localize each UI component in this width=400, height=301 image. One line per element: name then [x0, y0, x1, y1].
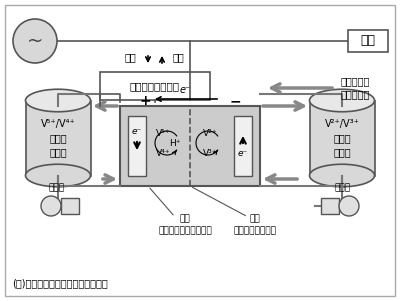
FancyBboxPatch shape [310, 101, 374, 175]
Text: e⁻: e⁻ [180, 85, 190, 95]
Text: H⁺: H⁺ [169, 138, 181, 147]
Text: −: − [229, 94, 241, 108]
Circle shape [13, 19, 57, 63]
FancyBboxPatch shape [128, 116, 146, 176]
Text: 充電: 充電 [124, 52, 136, 62]
FancyBboxPatch shape [120, 106, 260, 186]
Text: V⁴⁺: V⁴⁺ [156, 148, 170, 157]
Text: ~: ~ [27, 32, 43, 51]
Text: V²⁺/V³⁺
電解液
タンク: V²⁺/V³⁺ 電解液 タンク [324, 119, 360, 157]
Text: +: + [139, 94, 151, 108]
Text: 隔膜
（イオン交換膜）: 隔膜 （イオン交換膜） [234, 215, 276, 235]
FancyBboxPatch shape [321, 198, 339, 214]
FancyBboxPatch shape [61, 198, 79, 214]
Text: 負荷: 負荷 [360, 35, 376, 48]
FancyBboxPatch shape [348, 30, 388, 52]
Ellipse shape [26, 89, 90, 112]
Text: 双方向インバータ: 双方向インバータ [130, 81, 180, 91]
Text: e⁻: e⁻ [238, 148, 248, 157]
Text: 放電: 放電 [172, 52, 184, 62]
FancyBboxPatch shape [26, 101, 90, 175]
Text: バナジウム
硫酸水溶液: バナジウム 硫酸水溶液 [340, 76, 370, 100]
Text: V⁵⁺: V⁵⁺ [156, 129, 170, 138]
Circle shape [41, 196, 61, 216]
FancyBboxPatch shape [100, 72, 210, 100]
Text: (注)イオンの変化は放電状態を示す: (注)イオンの変化は放電状態を示す [12, 278, 108, 288]
Text: e⁻: e⁻ [132, 126, 142, 135]
Ellipse shape [26, 164, 90, 187]
Ellipse shape [310, 89, 374, 112]
Ellipse shape [310, 164, 374, 187]
Text: 電極
（カーボンフェルト）: 電極 （カーボンフェルト） [158, 215, 212, 235]
Text: ポンプ: ポンプ [49, 183, 65, 192]
Text: V²⁺: V²⁺ [203, 129, 217, 138]
Text: V³⁺: V³⁺ [203, 148, 217, 157]
Circle shape [339, 196, 359, 216]
FancyBboxPatch shape [5, 5, 395, 296]
FancyBboxPatch shape [234, 116, 252, 176]
Text: V⁵⁺/V⁴⁺
電解液
タンク: V⁵⁺/V⁴⁺ 電解液 タンク [41, 119, 75, 157]
Text: ポンプ: ポンプ [335, 183, 351, 192]
